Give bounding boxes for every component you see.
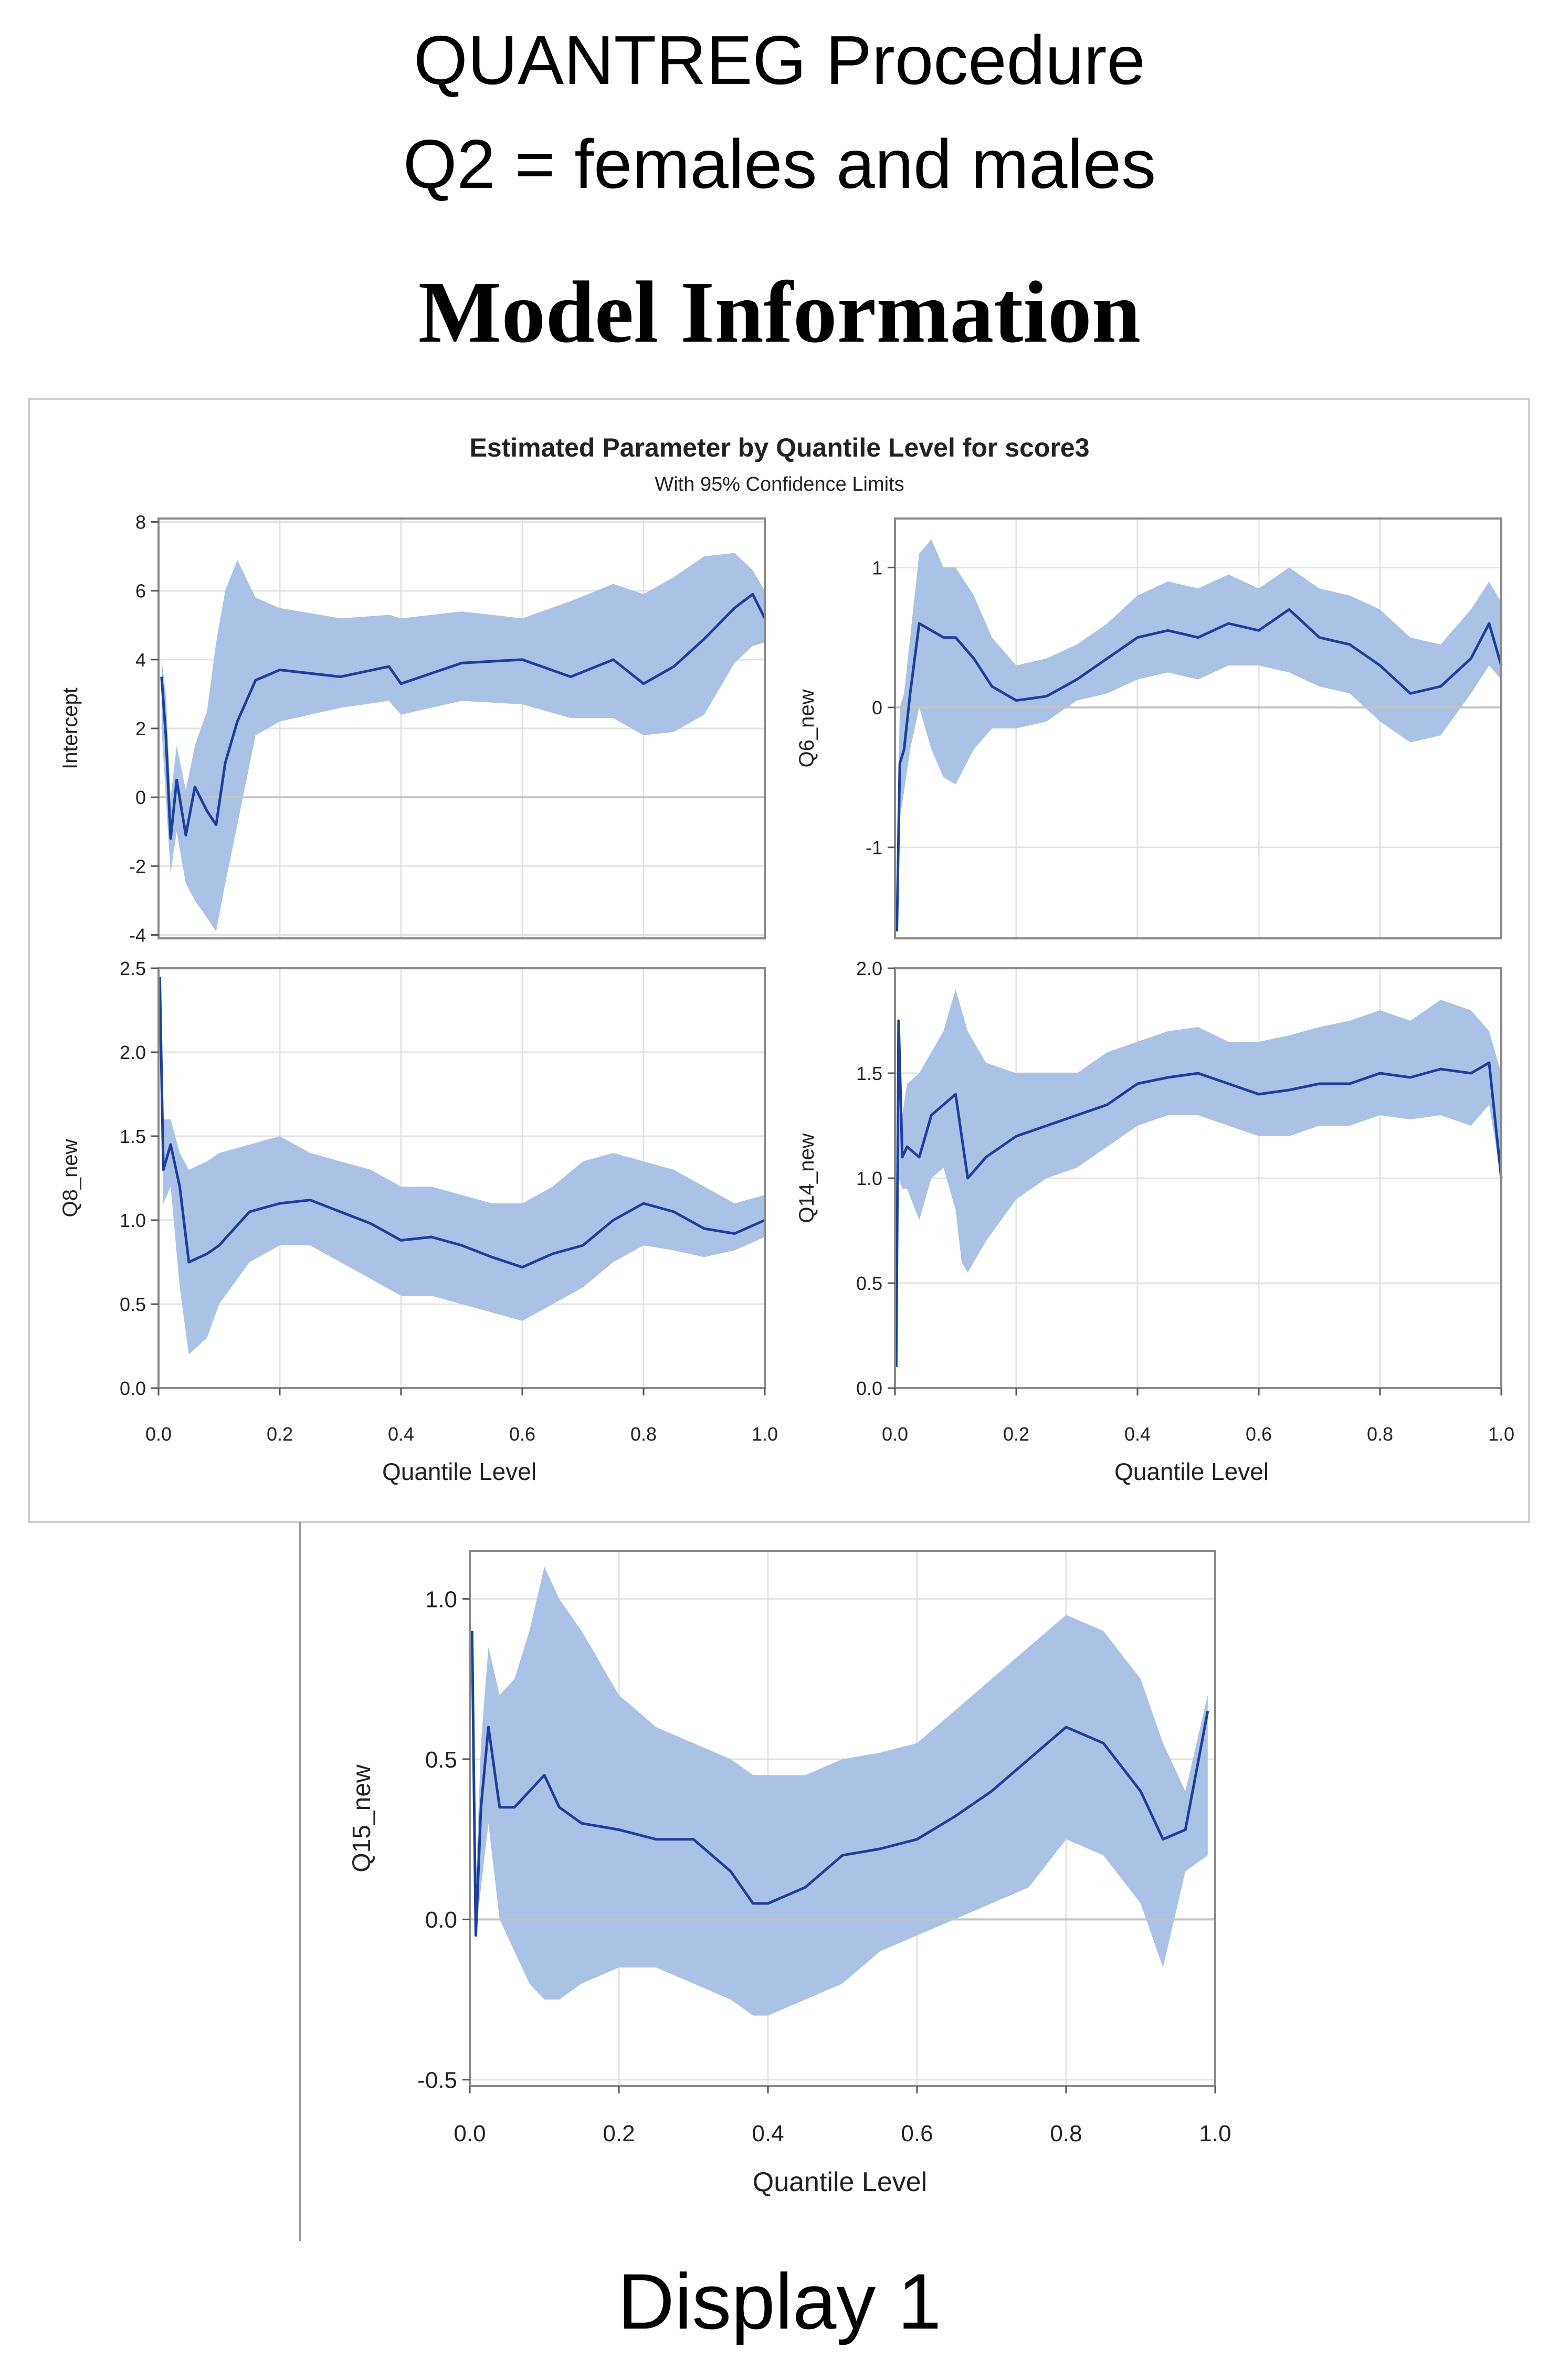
y-tick-label: -1 (866, 837, 882, 859)
panel-q8-new: 0.0 0.5 1.0 1.5 2.0 2.5 Q8_new 0.0 0.2 0.4 0.6 0.8 1… (59, 958, 778, 1445)
y-tick-label: 0.5 (120, 1294, 146, 1315)
group-subtitle: Q2 = females and males (403, 125, 1156, 203)
confidence-band (472, 1567, 1208, 2016)
panel-q6-new: -1 0 1 Q6_new (795, 517, 1503, 939)
x-tick-label: 0.6 (901, 2121, 933, 2146)
x-tick-label: 0.2 (603, 2121, 635, 2146)
x-axis-label-right: Quantile Level (1114, 1458, 1269, 1485)
y-tick-label: -2 (129, 855, 146, 877)
x-axis-label-left: Quantile Level (382, 1458, 536, 1485)
x-tick-label: 0.2 (1003, 1423, 1029, 1445)
y-tick-label: 1.0 (425, 1586, 457, 1612)
panel-q15-new: -0.5 0.0 0.5 1.0 Q15_new 0.0 0.2 0.4 0.6 0.8 1.0 (348, 1550, 1231, 2146)
x-tick-label: 0.8 (1050, 2121, 1082, 2146)
y-tick-label: 0.5 (856, 1273, 882, 1294)
panel-q14-new: 0.0 0.5 1.0 1.5 2.0 Q14_new 0.0 0.2 0.4 0.6 0.8 1.0 (795, 958, 1514, 1445)
section-heading: Model Information (418, 263, 1141, 361)
procedure-title: QUANTREG Procedure (414, 22, 1145, 99)
x-tick-label: 0.4 (1124, 1423, 1151, 1445)
x-tick-label: 0.6 (1246, 1423, 1272, 1445)
x-tick-label: 0.0 (882, 1423, 908, 1445)
plot-frame (894, 517, 1502, 939)
chart-subtitle: With 95% Confidence Limits (655, 473, 904, 495)
y-axis-label: Q8_new (59, 1139, 82, 1217)
y-tick-label: 1.5 (856, 1063, 882, 1084)
estimate-line (896, 608, 1503, 932)
y-tick-label: 1.0 (856, 1168, 882, 1189)
y-tick-label: 4 (135, 649, 146, 671)
y-tick-label: 1 (872, 557, 882, 578)
x-tick-label: 0.6 (509, 1423, 535, 1445)
confidence-band (161, 553, 765, 932)
y-tick-label: 0.0 (856, 1378, 882, 1399)
x-tick-label: 1.0 (1199, 2121, 1231, 2146)
y-tick-label: 1.5 (120, 1126, 146, 1147)
estimate-line (160, 593, 766, 840)
plot-frame (469, 1550, 1216, 2087)
y-tick-label: 2.5 (120, 958, 146, 979)
y-tick-label: 0 (872, 697, 882, 718)
x-tick-label: 0.8 (1367, 1423, 1393, 1445)
estimate-line (158, 976, 766, 1269)
y-tick-label: 0 (135, 787, 146, 808)
y-tick-label: 1.0 (120, 1210, 146, 1231)
confidence-band (897, 540, 1501, 932)
x-tick-label: 0.2 (267, 1423, 293, 1445)
y-tick-label: 0.5 (425, 1747, 457, 1773)
display-caption: Display 1 (617, 2257, 942, 2345)
y-tick-label: 0.0 (120, 1378, 146, 1399)
y-tick-label: -0.5 (417, 2068, 457, 2093)
x-tick-label: 0.0 (454, 2121, 486, 2146)
x-tick-label: 0.4 (388, 1423, 414, 1445)
estimate-line (470, 1631, 1209, 1937)
estimate-line (894, 1019, 1503, 1368)
y-axis-label: Q6_new (795, 689, 818, 767)
y-tick-label: 2 (135, 718, 146, 739)
x-axis-label-bottom: Quantile Level (753, 2167, 927, 2197)
y-tick-label: 2.0 (120, 1042, 146, 1063)
chart-title: Estimated Parameter by Quantile Level fo… (469, 433, 1089, 462)
y-tick-label: 0.0 (425, 1907, 457, 1933)
y-axis-label: Intercept (59, 687, 82, 769)
confidence-band (160, 968, 765, 1355)
x-tick-label: 1.0 (1488, 1423, 1514, 1445)
y-tick-label: 6 (135, 580, 146, 602)
x-tick-label: 0.0 (145, 1423, 172, 1445)
y-tick-label: 2.0 (856, 958, 882, 979)
x-tick-label: 0.4 (752, 2121, 784, 2146)
plot-frame (157, 967, 766, 1389)
y-tick-label: -4 (129, 924, 146, 946)
y-axis-label: Q14_new (795, 1133, 818, 1223)
y-tick-label: 8 (135, 512, 146, 533)
panel-intercept: -4 -2 0 2 4 6 8 Intercept (59, 512, 766, 946)
y-axis-label: Q15_new (348, 1764, 376, 1873)
x-tick-label: 0.8 (630, 1423, 657, 1445)
x-tick-label: 1.0 (752, 1423, 778, 1445)
